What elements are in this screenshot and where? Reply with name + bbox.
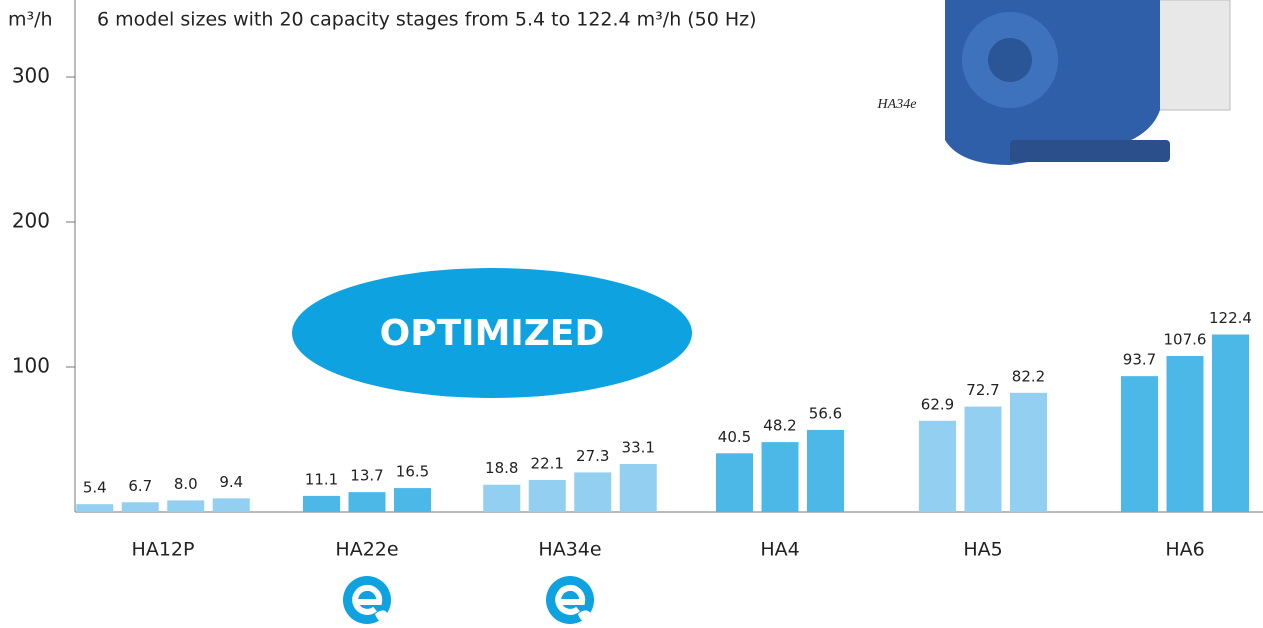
value-label: 93.7 (1123, 351, 1156, 369)
value-label: 72.7 (966, 381, 999, 399)
value-label: 62.9 (921, 395, 954, 413)
bar (716, 453, 753, 512)
y-tick-label: 300 (12, 64, 50, 88)
value-label: 122.4 (1209, 309, 1252, 327)
x-tick-label: HA4 (760, 539, 799, 561)
subtitle: 6 model sizes with 20 capacity stages fr… (97, 9, 757, 31)
bar (1212, 335, 1249, 512)
value-label: 16.5 (396, 463, 429, 481)
bar (167, 500, 204, 512)
value-label: 33.1 (622, 439, 655, 457)
bar (574, 472, 611, 512)
y-tick-label: 100 (12, 354, 50, 378)
value-label: 5.4 (83, 479, 107, 497)
x-tick-label: HA34e (538, 539, 601, 561)
bar (919, 421, 956, 512)
value-label: 9.4 (219, 473, 243, 491)
bar (122, 502, 159, 512)
value-label: 40.5 (718, 428, 751, 446)
bar (349, 492, 386, 512)
bar (76, 504, 113, 512)
compressor-image (945, 0, 1230, 165)
value-label: 11.1 (305, 470, 338, 488)
bar (1121, 376, 1158, 512)
value-label: 56.6 (809, 404, 842, 422)
bar (394, 488, 431, 512)
value-label: 8.0 (174, 475, 198, 493)
bar (762, 442, 799, 512)
eco-icon (546, 576, 594, 624)
bar (213, 498, 250, 512)
value-label: 18.8 (485, 459, 518, 477)
image-caption: HA34e (877, 97, 917, 112)
y-tick-label: 200 (12, 209, 50, 233)
bar (529, 480, 566, 512)
value-label: 107.6 (1164, 330, 1207, 348)
bar (620, 464, 657, 512)
value-label: 27.3 (576, 447, 609, 465)
value-label: 13.7 (350, 467, 383, 485)
bar (303, 496, 340, 512)
bar (807, 430, 844, 512)
bar (1167, 356, 1204, 512)
x-tick-label: HA12P (132, 539, 195, 561)
bar (483, 485, 520, 512)
bar (1010, 393, 1047, 512)
x-tick-label: HA5 (963, 539, 1002, 561)
eco-icon (343, 576, 391, 624)
badge-text: OPTIMIZED (380, 313, 605, 354)
bar (965, 407, 1002, 512)
x-tick-label: HA6 (1165, 539, 1204, 561)
x-tick-label: HA22e (335, 539, 398, 561)
value-label: 22.1 (531, 454, 564, 472)
value-label: 82.2 (1012, 367, 1045, 385)
value-label: 48.2 (763, 417, 796, 435)
value-label: 6.7 (128, 477, 152, 495)
chart: HA34e m³/h 6 model sizes with 20 capacit… (0, 0, 1263, 628)
y-axis-label: m³/h (8, 9, 53, 31)
